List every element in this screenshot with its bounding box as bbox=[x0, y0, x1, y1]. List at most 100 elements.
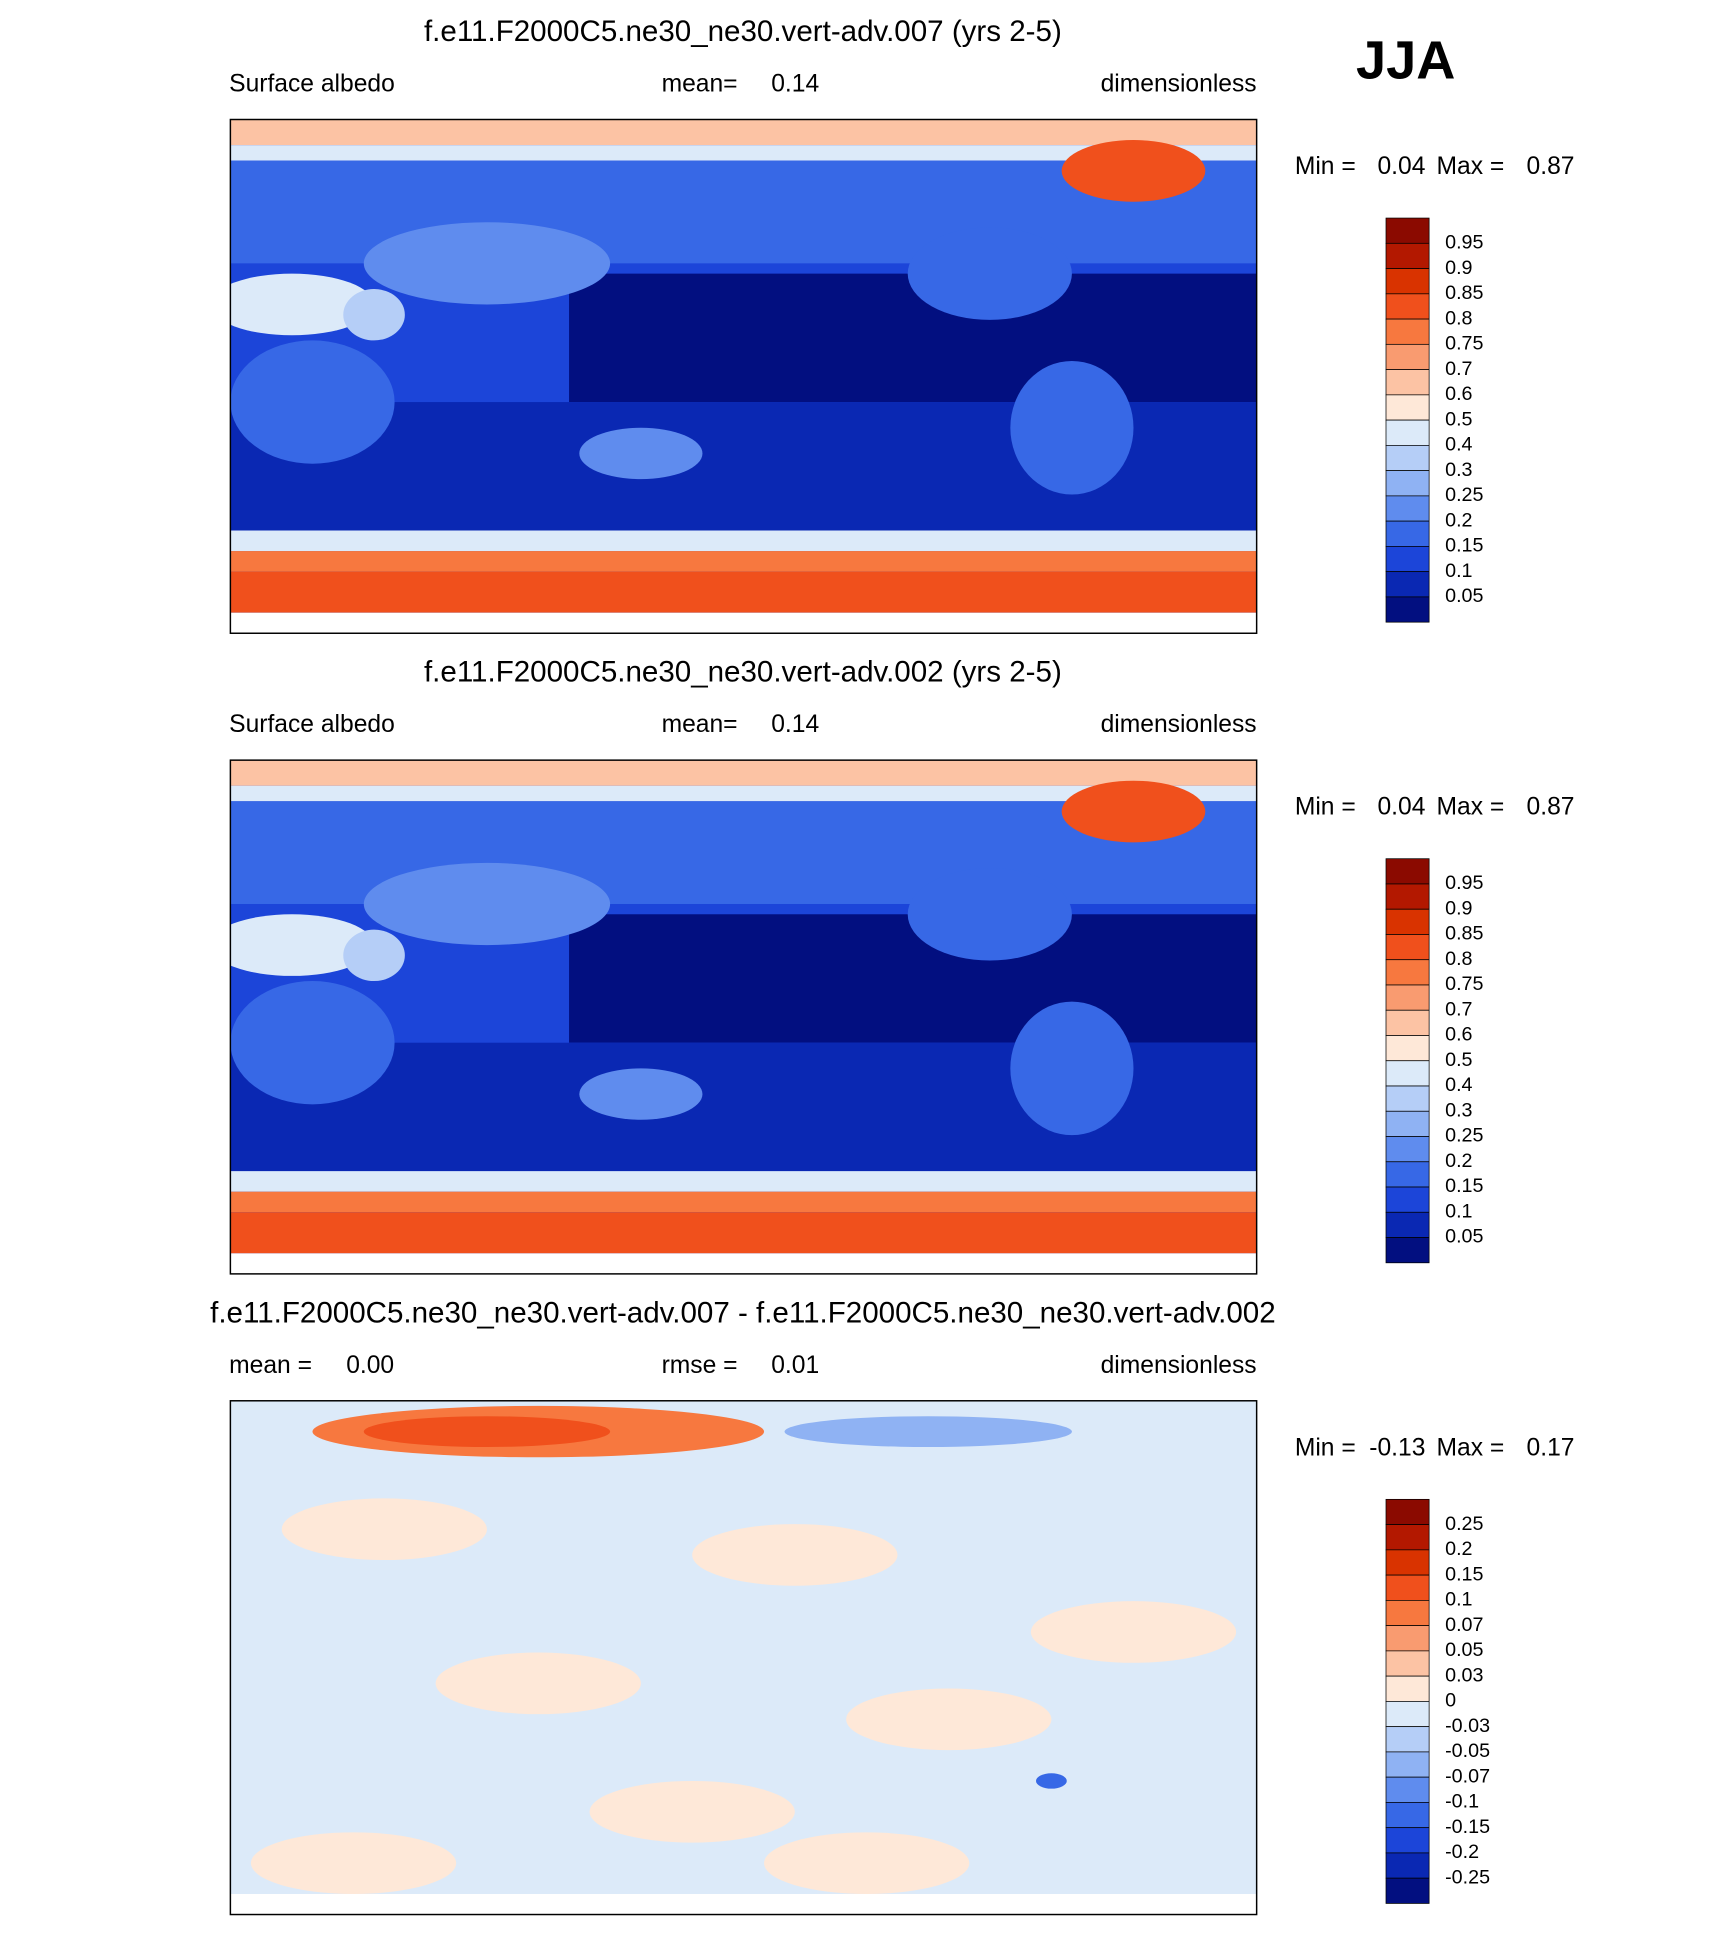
colorbar-label: 0.05 bbox=[1445, 1226, 1483, 1248]
colorbar-label: 0.8 bbox=[1445, 948, 1472, 970]
arctic-band bbox=[230, 119, 1257, 146]
tropical-ocean bbox=[569, 914, 1257, 1043]
colorbar-box bbox=[1385, 1085, 1430, 1112]
colorbar-box bbox=[1385, 596, 1430, 623]
north-america bbox=[907, 868, 1072, 961]
min-value: 0.04 bbox=[1377, 794, 1425, 821]
positive-patch bbox=[764, 1832, 970, 1894]
colorbar-box bbox=[1385, 470, 1430, 497]
colorbar-box bbox=[1385, 1161, 1430, 1188]
arctic-increase-core bbox=[363, 1416, 611, 1448]
colorbar-label: 0 bbox=[1445, 1690, 1456, 1712]
colorbar-box bbox=[1385, 1675, 1430, 1702]
colorbar-label: 0.8 bbox=[1445, 307, 1472, 329]
min-label: Min = bbox=[1295, 1434, 1356, 1461]
tropical-ocean bbox=[569, 273, 1257, 403]
right-label: dimensionless bbox=[1101, 1352, 1257, 1379]
colorbar-box bbox=[1385, 1802, 1430, 1829]
colorbar-label: 0.05 bbox=[1445, 585, 1483, 607]
arctic-decrease bbox=[784, 1416, 1072, 1448]
positive-patch bbox=[589, 1780, 795, 1843]
colorbar-box bbox=[1385, 444, 1430, 471]
min-label: Min = bbox=[1295, 794, 1356, 821]
colorbar-box bbox=[1385, 908, 1430, 935]
min-value: 0.04 bbox=[1377, 153, 1425, 180]
colorbar-box bbox=[1385, 217, 1430, 244]
panel-title: f.e11.F2000C5.ne30_ne30.vert-adv.007 (yr… bbox=[424, 15, 1062, 48]
colorbar-box bbox=[1385, 1650, 1430, 1677]
center-value: 0.14 bbox=[771, 71, 819, 98]
australia bbox=[579, 1068, 703, 1120]
colorbar-label: -0.05 bbox=[1445, 1740, 1490, 1762]
colorbar-label: 0.6 bbox=[1445, 383, 1472, 405]
colorbar-label: -0.07 bbox=[1445, 1765, 1490, 1787]
center-value: 0.14 bbox=[771, 711, 819, 738]
colorbar-label: 0.2 bbox=[1445, 1150, 1472, 1172]
max-label: Max = bbox=[1437, 794, 1505, 821]
asia bbox=[363, 222, 611, 305]
arctic-edge bbox=[230, 145, 1257, 161]
colorbar-label: -0.03 bbox=[1445, 1715, 1490, 1737]
positive-patch bbox=[692, 1524, 898, 1586]
arctic-band bbox=[230, 760, 1257, 786]
colorbar-label: 0.2 bbox=[1445, 509, 1472, 531]
colorbar-box bbox=[1385, 1237, 1430, 1264]
max-label: Max = bbox=[1437, 153, 1505, 180]
left-value: 0.00 bbox=[346, 1352, 394, 1379]
colorbar-box bbox=[1385, 293, 1430, 320]
sea-ice bbox=[230, 551, 1257, 572]
antarctica bbox=[230, 1212, 1257, 1254]
greenland bbox=[1061, 780, 1206, 843]
colorbar-box bbox=[1385, 1827, 1430, 1854]
positive-patch bbox=[281, 1498, 487, 1561]
colorbar-box bbox=[1385, 1186, 1430, 1213]
colorbar-box bbox=[1385, 369, 1430, 396]
bottom-gap bbox=[230, 1893, 1257, 1915]
colorbar-label: 0.75 bbox=[1445, 333, 1483, 355]
colorbar-box bbox=[1385, 268, 1430, 295]
colorbar-label: 0.15 bbox=[1445, 535, 1483, 557]
colorbar-label: -0.15 bbox=[1445, 1816, 1490, 1838]
colorbar-box bbox=[1385, 1136, 1430, 1163]
panel-title: f.e11.F2000C5.ne30_ne30.vert-adv.002 (yr… bbox=[424, 656, 1062, 689]
colorbar-box bbox=[1385, 394, 1430, 421]
map-frame bbox=[229, 1400, 1258, 1916]
colorbar-label: 0.6 bbox=[1445, 1024, 1472, 1046]
australia bbox=[579, 427, 703, 480]
max-value: 0.87 bbox=[1527, 794, 1575, 821]
colorbar-box bbox=[1385, 1060, 1430, 1087]
colorbar-label: -0.2 bbox=[1445, 1841, 1479, 1863]
colorbar-box bbox=[1385, 1211, 1430, 1238]
colorbar-box bbox=[1385, 1776, 1430, 1803]
colorbar-label: 0.95 bbox=[1445, 872, 1483, 894]
colorbar-label: 0.7 bbox=[1445, 358, 1472, 380]
colorbar-box bbox=[1385, 1549, 1430, 1576]
colorbar-box bbox=[1385, 242, 1430, 269]
colorbar-box bbox=[1385, 934, 1430, 961]
sea-ice-edge bbox=[230, 1171, 1257, 1192]
colorbar-label: 0.2 bbox=[1445, 1538, 1472, 1560]
colorbar-label: 0.4 bbox=[1445, 1074, 1472, 1096]
africa bbox=[230, 981, 395, 1105]
bottom-gap bbox=[230, 1253, 1257, 1274]
bottom-gap bbox=[230, 612, 1257, 634]
colorbar-box bbox=[1385, 520, 1430, 547]
colorbar-box bbox=[1385, 1574, 1430, 1601]
colorbar-box bbox=[1385, 571, 1430, 598]
antarctica bbox=[230, 571, 1257, 613]
sea-ice bbox=[230, 1191, 1257, 1213]
colorbar-label: 0.9 bbox=[1445, 257, 1472, 279]
season-label: JJA bbox=[1356, 30, 1455, 90]
colorbar-label: 0.15 bbox=[1445, 1563, 1483, 1585]
asia bbox=[363, 862, 611, 946]
colorbar-label: -0.1 bbox=[1445, 1791, 1479, 1813]
colorbar-box bbox=[1385, 1110, 1430, 1137]
sea-ice-edge bbox=[230, 530, 1257, 552]
colorbar-box bbox=[1385, 984, 1430, 1011]
left-label: Surface albedo bbox=[229, 71, 395, 98]
colorbar-label: 0.1 bbox=[1445, 1200, 1472, 1222]
colorbar-label: 0.7 bbox=[1445, 998, 1472, 1020]
colorbar-label: 0.95 bbox=[1445, 232, 1483, 254]
arabia bbox=[343, 289, 405, 341]
